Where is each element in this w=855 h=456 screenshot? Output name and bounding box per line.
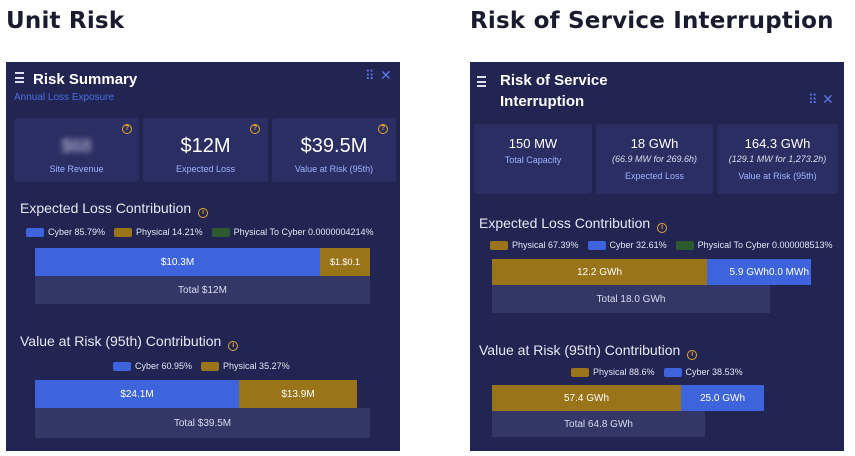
var-bar: 57.4 GWh 25.0 GWh	[492, 385, 764, 411]
card-value: $12M	[180, 135, 231, 157]
legend-item-physical[interactable]: Physical 67.39%	[490, 240, 579, 250]
legend-label: Physical 67.39%	[512, 240, 579, 250]
legend-swatch	[201, 361, 220, 371]
card-value: $39.5M	[300, 135, 368, 157]
drag-handle-icon[interactable]: ⠿	[808, 92, 817, 107]
expected-loss-contribution-title: Expected Loss Contribution i	[20, 200, 209, 218]
close-icon[interactable]: ✕	[380, 67, 392, 83]
card-label: Value at Risk (95th)	[294, 164, 374, 174]
bar-segment-physical[interactable]: $1.$0.1	[320, 248, 370, 276]
bar-segment-cyber[interactable]: $10.3M	[35, 248, 320, 276]
legend-swatch	[211, 227, 230, 237]
bar-segment-physical[interactable]: $13.9M	[239, 380, 357, 408]
info-icon[interactable]: ?	[378, 124, 388, 134]
legend-label: Physical To Cyber 0.000008513%	[697, 240, 833, 250]
info-icon[interactable]: i	[657, 223, 668, 233]
var-legend: Cyber 60.95% Physical 35.27%	[113, 361, 299, 371]
contribution-title-text: Expected Loss Contribution	[20, 200, 192, 216]
risk-summary-panel: Risk Summary Annual Loss Exposure ⠿ ✕ ? …	[6, 62, 400, 451]
service-interruption-panel: Risk of Service Interruption ⠿ ✕ 150 MW …	[470, 62, 844, 451]
section-title-service-interruption: Risk of Service Interruption	[470, 8, 834, 34]
legend-label: Physical To Cyber 0.0000004214%	[233, 227, 374, 237]
legend-item-cyber[interactable]: Cyber 32.61%	[587, 240, 667, 250]
panel-title: Risk Summary	[33, 71, 138, 88]
legend-label: Cyber 38.53%	[685, 367, 743, 377]
legend-label: Physical 14.21%	[136, 227, 203, 237]
card-label: Expected Loss	[624, 171, 685, 181]
var-legend: Physical 88.6% Cyber 38.53%	[571, 367, 752, 377]
card-value-at-risk: ? $39.5M Value at Risk (95th)	[272, 118, 396, 182]
expected-loss-contribution-title: Expected Loss Contribution i	[479, 215, 668, 233]
contribution-title-text: Expected Loss Contribution	[479, 215, 651, 231]
legend-label: Physical 35.27%	[223, 361, 290, 371]
card-value: 150 MW	[508, 136, 558, 151]
legend-swatch	[587, 240, 606, 250]
contribution-title-text: Value at Risk (95th) Contribution	[479, 342, 681, 358]
card-value: $68	[61, 136, 92, 156]
legend-swatch	[26, 227, 44, 237]
legend-item-cyber[interactable]: Cyber 38.53%	[663, 367, 743, 377]
var-contribution-title: Value at Risk (95th) Contribution i	[479, 342, 698, 360]
card-expected-loss: ? $12M Expected Loss	[143, 118, 268, 182]
card-total-capacity: 150 MW Total Capacity	[474, 124, 592, 194]
menu-icon[interactable]	[15, 72, 24, 83]
card-label: Value at Risk (95th)	[738, 171, 817, 181]
info-icon[interactable]: ?	[122, 124, 132, 134]
card-site-revenue: ? $68 Site Revenue	[14, 118, 139, 182]
var-bar: $24.1M $13.9M	[35, 380, 370, 408]
bar-segment-physical[interactable]: 57.4 GWh	[492, 385, 681, 411]
info-icon[interactable]: i	[687, 350, 698, 360]
legend-label: Cyber 85.79%	[48, 227, 106, 237]
legend-swatch	[571, 367, 589, 377]
bar-segment-cyber[interactable]: 25.0 GWh	[681, 385, 764, 411]
legend-item-physical-to-cyber[interactable]: Physical To Cyber 0.000008513%	[675, 240, 833, 250]
legend-item-cyber[interactable]: Cyber 85.79%	[26, 227, 105, 237]
expected-loss-bar: 12.2 GWh 5.9 GWh0.0 MWh	[492, 259, 811, 285]
card-value-at-risk: 164.3 GWh (129.1 MW for 1,273.2h) Value …	[717, 124, 838, 194]
card-expected-loss: 18 GWh (66.9 MW for 269.6h) Expected Los…	[596, 124, 713, 194]
card-value: 164.3 GWh	[744, 136, 811, 151]
info-icon[interactable]: ?	[250, 124, 260, 134]
drag-handle-icon[interactable]: ⠿	[365, 68, 374, 83]
card-label: Expected Loss	[175, 164, 236, 174]
legend-label: Cyber 32.61%	[609, 240, 667, 250]
legend-swatch	[113, 361, 131, 371]
contribution-title-text: Value at Risk (95th) Contribution	[20, 333, 222, 349]
legend-item-physical-to-cyber[interactable]: Physical To Cyber 0.0000004214%	[211, 227, 374, 237]
legend-item-physical[interactable]: Physical 14.21%	[114, 227, 203, 237]
legend-item-physical[interactable]: Physical 35.27%	[201, 361, 290, 371]
bar-segment-physical[interactable]: 12.2 GWh	[492, 259, 707, 285]
expected-loss-total: Total $12M	[35, 276, 370, 304]
var-total: Total $39.5M	[35, 408, 370, 438]
legend-item-physical[interactable]: Physical 88.6%	[571, 367, 655, 377]
legend-swatch	[675, 240, 694, 250]
legend-label: Physical 88.6%	[593, 367, 655, 377]
legend-item-cyber[interactable]: Cyber 60.95%	[113, 361, 192, 371]
expected-loss-legend: Physical 67.39% Cyber 32.61% Physical To…	[490, 240, 842, 250]
var-contribution-title: Value at Risk (95th) Contribution i	[20, 333, 239, 351]
menu-icon[interactable]	[477, 76, 486, 87]
card-note: (129.1 MW for 1,273.2h)	[728, 154, 827, 164]
info-icon[interactable]: i	[228, 341, 239, 351]
panel-title-line2: Interruption	[500, 93, 585, 110]
panel-title-line1: Risk of Service	[500, 72, 608, 89]
legend-swatch	[490, 240, 508, 250]
card-label: Total Capacity	[504, 155, 562, 165]
legend-swatch	[663, 367, 682, 377]
card-value: 18 GWh	[630, 136, 679, 151]
var-total: Total 64.8 GWh	[492, 411, 705, 437]
info-icon[interactable]: i	[198, 208, 209, 218]
bar-segment-cyber[interactable]: 5.9 GWh0.0 MWh	[707, 259, 811, 285]
expected-loss-bar: $10.3M $1.$0.1	[35, 248, 370, 276]
section-title-unit-risk: Unit Risk	[6, 8, 125, 34]
bar-segment-cyber[interactable]: $24.1M	[35, 380, 239, 408]
expected-loss-total: Total 18.0 GWh	[492, 285, 770, 313]
legend-swatch	[114, 227, 133, 237]
close-icon[interactable]: ✕	[822, 91, 834, 107]
legend-label: Cyber 60.95%	[135, 361, 193, 371]
card-note: (66.9 MW for 269.6h)	[611, 154, 698, 164]
panel-subtitle: Annual Loss Exposure	[14, 92, 115, 103]
expected-loss-legend: Cyber 85.79% Physical 14.21% Physical To…	[26, 227, 383, 237]
card-label: Site Revenue	[49, 164, 104, 174]
